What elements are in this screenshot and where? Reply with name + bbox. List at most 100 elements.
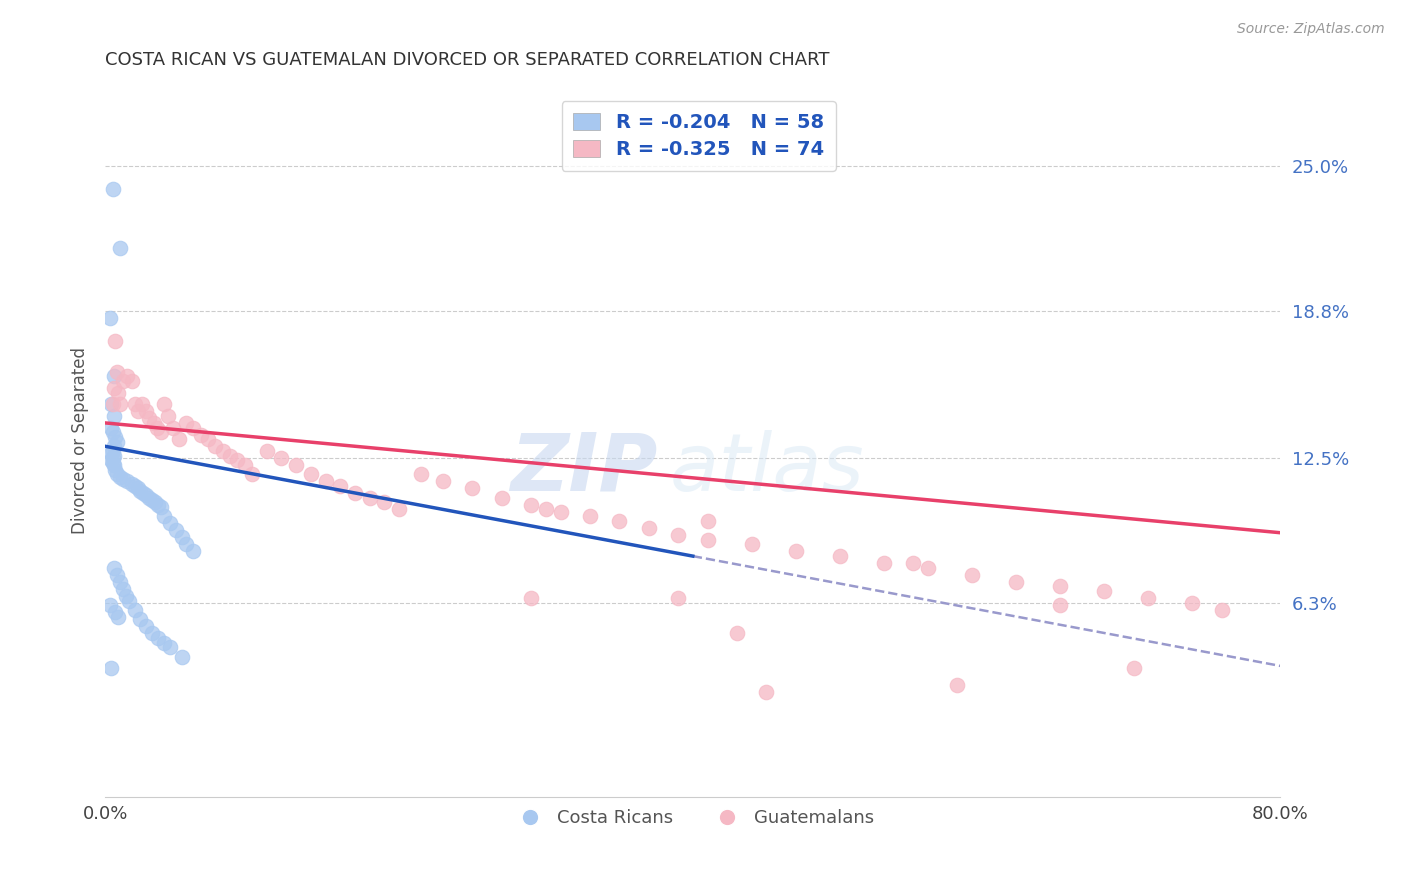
Point — [108, 574, 131, 589]
Point — [329, 479, 352, 493]
Point — [170, 530, 193, 544]
Point — [1049, 598, 1071, 612]
Point — [1137, 591, 1160, 606]
Point — [873, 556, 896, 570]
Point — [174, 537, 197, 551]
Point — [150, 500, 173, 514]
Point — [153, 635, 176, 649]
Point — [103, 381, 125, 395]
Point — [157, 409, 180, 423]
Point — [101, 425, 124, 440]
Point — [141, 626, 163, 640]
Point — [98, 310, 121, 325]
Point — [138, 491, 160, 505]
Point — [219, 449, 242, 463]
Point — [534, 502, 557, 516]
Point — [197, 432, 219, 446]
Point — [190, 427, 212, 442]
Point — [725, 626, 748, 640]
Point — [145, 420, 167, 434]
Point — [159, 516, 181, 531]
Point — [104, 463, 127, 477]
Point — [101, 397, 124, 411]
Point — [131, 397, 153, 411]
Point — [101, 182, 124, 196]
Point — [101, 450, 124, 465]
Point — [105, 467, 128, 482]
Text: atlas: atlas — [669, 430, 865, 508]
Point — [108, 397, 131, 411]
Point — [162, 420, 184, 434]
Point — [121, 476, 143, 491]
Point — [204, 439, 226, 453]
Point — [183, 544, 205, 558]
Point — [696, 533, 718, 547]
Point — [388, 502, 411, 516]
Point — [103, 409, 125, 423]
Text: COSTA RICAN VS GUATEMALAN DIVORCED OR SEPARATED CORRELATION CHART: COSTA RICAN VS GUATEMALAN DIVORCED OR SE… — [105, 51, 830, 69]
Point — [550, 505, 572, 519]
Point — [105, 434, 128, 449]
Point — [117, 475, 139, 489]
Point — [741, 537, 763, 551]
Point — [135, 488, 157, 502]
Point — [142, 416, 165, 430]
Point — [146, 498, 169, 512]
Point — [100, 420, 122, 434]
Point — [127, 481, 149, 495]
Point — [101, 444, 124, 458]
Point — [256, 444, 278, 458]
Point — [165, 524, 187, 538]
Point — [226, 453, 249, 467]
Point — [315, 475, 337, 489]
Point — [960, 567, 983, 582]
Point — [107, 385, 129, 400]
Point — [143, 495, 166, 509]
Point — [1049, 580, 1071, 594]
Legend: Costa Ricans, Guatemalans: Costa Ricans, Guatemalans — [505, 802, 882, 834]
Point — [103, 561, 125, 575]
Point — [103, 449, 125, 463]
Point — [240, 467, 263, 482]
Point — [118, 593, 141, 607]
Point — [100, 661, 122, 675]
Point — [104, 430, 127, 444]
Point — [1092, 584, 1115, 599]
Point — [901, 556, 924, 570]
Point — [146, 631, 169, 645]
Point — [1005, 574, 1028, 589]
Point — [755, 684, 778, 698]
Point — [299, 467, 322, 482]
Point — [285, 458, 308, 472]
Point — [114, 589, 136, 603]
Point — [917, 561, 939, 575]
Point — [111, 374, 134, 388]
Point — [117, 369, 139, 384]
Point — [167, 432, 190, 446]
Point — [100, 453, 122, 467]
Point — [104, 605, 127, 619]
Point — [101, 456, 124, 470]
Point — [150, 425, 173, 440]
Point — [666, 528, 689, 542]
Point — [107, 610, 129, 624]
Point — [124, 479, 146, 493]
Point — [432, 475, 454, 489]
Point — [637, 521, 659, 535]
Point — [1122, 661, 1144, 675]
Point — [138, 411, 160, 425]
Point — [359, 491, 381, 505]
Point — [132, 486, 155, 500]
Point — [111, 582, 134, 596]
Point — [170, 649, 193, 664]
Point — [135, 619, 157, 633]
Point — [108, 469, 131, 483]
Point — [103, 458, 125, 472]
Point — [103, 369, 125, 384]
Point — [100, 397, 122, 411]
Point — [121, 374, 143, 388]
Point — [103, 439, 125, 453]
Point — [696, 514, 718, 528]
Point — [609, 514, 631, 528]
Point — [111, 472, 134, 486]
